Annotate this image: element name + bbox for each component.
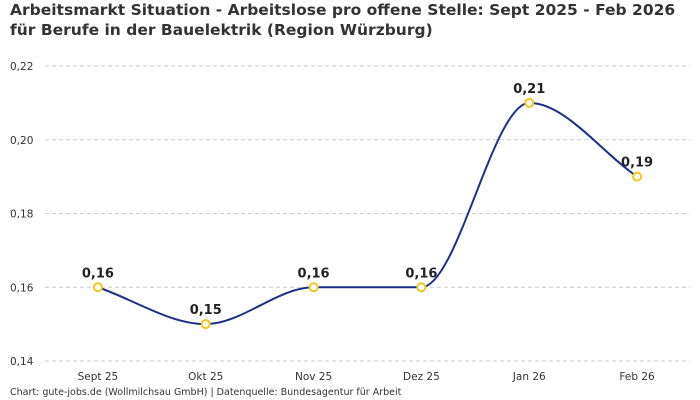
- x-tick-label: Dez 25: [403, 371, 440, 383]
- data-point: [524, 97, 535, 108]
- x-tick-label: Okt 25: [188, 371, 223, 383]
- y-tick-label: 0,20: [10, 135, 33, 147]
- x-tick-label: Feb 26: [619, 371, 655, 383]
- chart-title: Arbeitsmarkt Situation - Arbeitslose pro…: [10, 1, 676, 39]
- data-point: [632, 171, 643, 182]
- data-point: [92, 282, 103, 293]
- data-point: [308, 282, 319, 293]
- chart-footer: Chart: gute-jobs.de (Wollmilchsau GmbH) …: [10, 387, 402, 398]
- x-tick-label: Jan 26: [512, 371, 546, 383]
- data-point: [416, 282, 427, 293]
- data-label: 0,16: [82, 266, 114, 281]
- data-point: [200, 319, 211, 330]
- x-tick-label: Sept 25: [78, 371, 119, 383]
- data-label: 0,16: [405, 266, 437, 281]
- data-label: 0,19: [621, 156, 653, 171]
- y-tick-label: 0,18: [10, 209, 33, 221]
- data-label: 0,15: [190, 303, 222, 318]
- data-label: 0,21: [513, 82, 545, 97]
- y-tick-label: 0,22: [10, 61, 33, 73]
- x-tick-label: Nov 25: [295, 371, 332, 383]
- y-tick-label: 0,16: [10, 282, 34, 294]
- data-label: 0,16: [298, 266, 330, 281]
- y-tick-label: 0,14: [10, 356, 34, 368]
